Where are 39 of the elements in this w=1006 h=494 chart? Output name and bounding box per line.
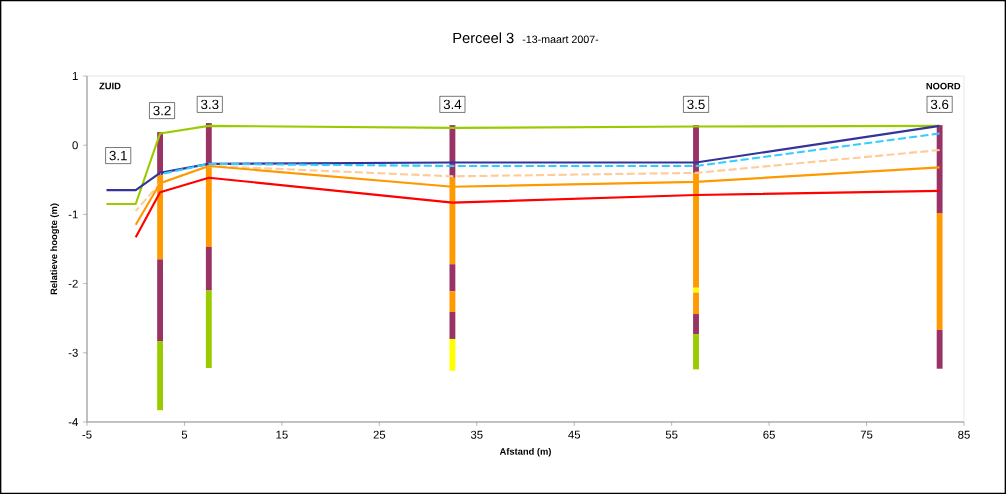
bar: [936, 213, 943, 330]
y-tick-label: -3: [68, 348, 78, 357]
annotation: 3.6: [930, 99, 949, 110]
x-tick-label: 85: [958, 430, 970, 439]
bar: [936, 329, 943, 369]
chart-subtitle: -13-maart 2007-: [522, 35, 599, 44]
x-tick-label: 25: [373, 430, 386, 439]
bar: [936, 125, 943, 214]
line-series: [134, 176, 941, 239]
annotation: ZUID: [99, 82, 121, 90]
x-axis-title: Afstand (m): [499, 447, 551, 457]
x-tick-label: 5: [181, 430, 188, 439]
annotation: 3.1: [109, 150, 127, 161]
x-tick-label: 15: [276, 430, 288, 439]
bar: [449, 338, 456, 371]
annotation: 3.5: [687, 99, 705, 110]
x-tick-label: 55: [665, 430, 678, 439]
y-tick-label: -1: [68, 210, 78, 219]
bar: [157, 259, 164, 342]
x-tick-label: 65: [763, 430, 775, 439]
bar: [449, 311, 456, 339]
annotation: 3.2: [153, 105, 171, 116]
bar: [449, 264, 456, 292]
y-tick-label: 0: [72, 141, 78, 150]
x-tick-label: 75: [860, 430, 873, 439]
chart-title: Perceel 3: [453, 32, 514, 44]
y-tick-label: 1: [72, 72, 78, 80]
x-tick-label: -5: [82, 430, 92, 439]
annotation: NOORD: [926, 82, 961, 90]
bar: [205, 246, 212, 291]
x-tick-label: 45: [568, 430, 581, 439]
line-series: [105, 124, 941, 192]
bar: [693, 314, 699, 335]
x-tick-label: 35: [470, 430, 483, 439]
annotation: 3.3: [201, 99, 219, 110]
y-tick-label: -2: [68, 279, 78, 288]
annotation: 3.4: [443, 99, 462, 110]
y-axis-title: Relatieve hoogte (m): [50, 203, 60, 295]
y-tick-label: -4: [68, 418, 78, 426]
